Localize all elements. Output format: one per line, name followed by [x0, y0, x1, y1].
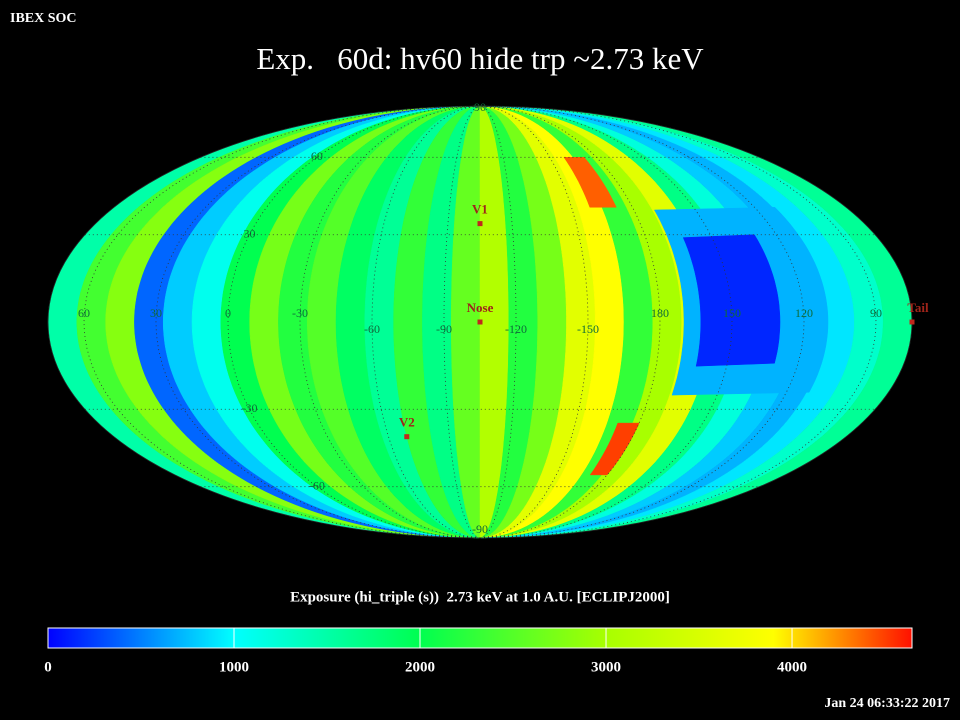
lon-label: 60: [78, 306, 90, 320]
timestamp: Jan 24 06:33:22 2017: [824, 696, 950, 711]
lon-label: -30: [292, 306, 308, 320]
colorbar-tick-label: 0: [44, 659, 52, 675]
lat-label: 90: [474, 100, 486, 114]
grid-line: [371, 105, 481, 539]
lon-label: 150: [723, 306, 741, 320]
grid-line: [479, 105, 661, 539]
map-patch: [563, 157, 617, 208]
lon-label: -60: [364, 322, 380, 336]
chart-title: Exp. 60d: hv60 hide trp ~2.73 keV: [256, 41, 704, 76]
marker: [909, 319, 915, 325]
grid-line: [299, 105, 481, 539]
marker: [477, 221, 483, 227]
source-label: IBEX SOC: [10, 11, 77, 26]
lon-label: -120: [505, 322, 527, 336]
lon-label: 0: [225, 306, 231, 320]
marker-label: Tail: [907, 300, 929, 315]
map-patch: [589, 422, 640, 476]
marker-label: V1: [472, 202, 488, 217]
grid-line: [479, 105, 589, 539]
marker-label: V2: [399, 415, 415, 430]
grid-line: [479, 105, 805, 539]
grid-line: [227, 105, 481, 539]
map-patch: [682, 234, 781, 367]
grid-line: [155, 105, 481, 539]
marker-label: Nose: [467, 300, 494, 315]
marker: [477, 319, 483, 325]
colorbar-tick-label: 1000: [219, 659, 249, 675]
lon-label: 30: [150, 306, 162, 320]
lon-label: -90: [436, 322, 452, 336]
colorbar-label: Exposure (hi_triple (s)) 2.73 keV at 1.0…: [290, 589, 670, 605]
lat-label: -30: [241, 401, 257, 415]
colorbar: [47, 627, 913, 649]
grid-line: [479, 105, 733, 539]
colorbar-tick-label: 2000: [405, 659, 435, 675]
lon-label: 180: [651, 306, 669, 320]
lon-label: 90: [870, 306, 882, 320]
lat-label: 30: [243, 226, 255, 240]
lon-label: 120: [795, 306, 813, 320]
lat-label: -90: [472, 522, 488, 536]
colorbar-tick-label: 3000: [591, 659, 621, 675]
lat-label: 60: [311, 149, 323, 163]
lon-label: -150: [577, 322, 599, 336]
marker: [404, 434, 410, 440]
colorbar-tick-label: 4000: [777, 659, 807, 675]
lat-label: -60: [309, 478, 325, 492]
